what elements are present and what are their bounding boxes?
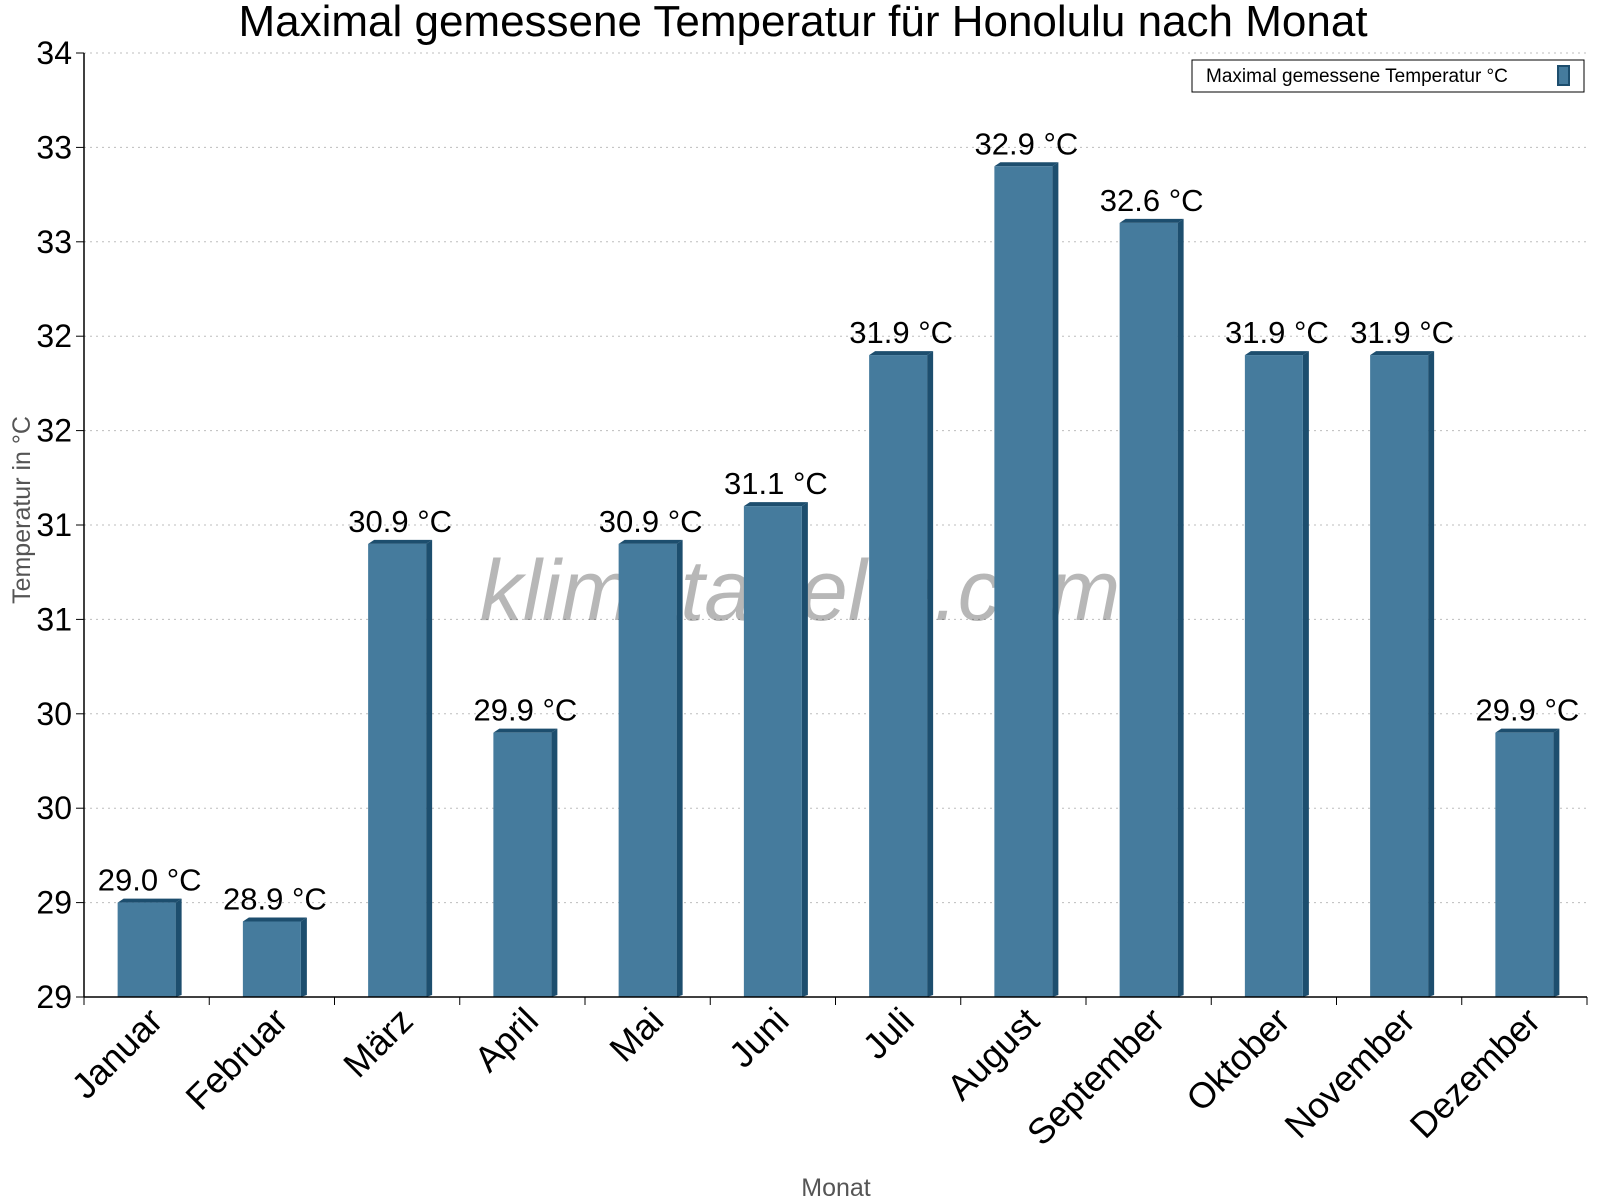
bar [1119,218,1184,998]
x-tick-label: Oktober [1178,1000,1298,1120]
legend-label: Maximal gemessene Temperatur °C [1206,66,1508,87]
y-tick-label: 29 [36,885,72,921]
bar-side [300,917,307,997]
bar-top [618,539,683,544]
x-tick-label: Mai [601,1000,671,1070]
x-tick-label: Juli [855,1000,922,1067]
bar-face [743,506,802,997]
bar-side [676,539,683,997]
bar [1495,728,1560,997]
x-tick-label: November [1276,1000,1422,1146]
legend-swatch [1557,65,1570,86]
bar-side [426,539,433,997]
value-label: 29.9 °C [474,693,578,728]
bar-side [801,502,808,997]
bar-face [368,543,427,997]
y-tick-label: 31 [36,601,72,637]
y-tick-label: 30 [36,696,72,732]
value-label: 30.9 °C [599,504,703,539]
value-labels: 29.0 °C 28.9 °C 30.9 °C 29.9 °C 30.9 °C 31.1 … [98,126,1579,916]
chart-title: Maximal gemessene Temperatur für Honolul… [238,0,1367,46]
x-tick-label: Februar [177,1000,295,1118]
bar-side [1302,351,1309,998]
x-axis-title: Monat [801,1174,871,1200]
bar-face [493,732,552,997]
bar-face [1119,222,1178,998]
bar-top [117,898,182,903]
x-tick-label: Januar [63,1000,170,1107]
bar [368,539,433,997]
value-label: 32.6 °C [1100,183,1204,218]
bar [994,162,1059,997]
bar-top [493,728,558,733]
bar-side [927,351,934,998]
bar [743,502,808,997]
bar-side [1177,218,1184,998]
bar-top [242,917,307,922]
value-label: 32.9 °C [975,126,1079,161]
y-tick-label: 33 [36,129,72,165]
value-label: 29.0 °C [98,863,202,898]
bar-top [1495,728,1560,733]
bar-face [242,921,301,997]
x-tick-label: Dezember [1402,1000,1548,1146]
legend-box [1191,59,1585,93]
x-tick-label: März [335,1000,421,1086]
y-tick-label: 29 [36,979,72,1015]
y-tick-labels: 29 29 30 30 31 31 32 32 33 33 34 [36,35,72,1015]
bar-side [175,898,182,997]
bar-top [869,351,934,356]
bar [1244,351,1309,998]
bar-top [1119,218,1184,223]
x-tick-label: April [466,1000,546,1080]
bar-top [1244,351,1309,356]
bar-top [743,502,808,507]
y-tick-label: 32 [36,413,72,449]
bar [869,351,934,998]
x-tick-labels: Januar Februar März April Mai Juni Juli AugustS… [63,1000,1548,1154]
legend: Maximal gemessene Temperatur °C [1191,59,1585,93]
bar-face [117,902,176,997]
y-tick-label: 30 [36,790,72,826]
bar [493,728,558,997]
bar-side [1052,162,1059,997]
value-label: 31.9 °C [1350,315,1454,350]
bar-top [1370,351,1435,356]
bar-face [994,166,1053,997]
grid-lines [84,52,1587,998]
value-label: 31.1 °C [724,466,828,501]
bar-top [994,162,1059,167]
bars [117,162,1560,998]
bar [1370,351,1435,998]
bar-face [1495,732,1554,997]
bar-side [1553,728,1560,997]
x-tick-label: September [1019,1000,1173,1154]
x-tick-label: August [939,1000,1047,1108]
value-label: 30.9 °C [348,504,452,539]
bar [242,917,307,997]
value-label: 28.9 °C [223,881,327,916]
bar-face [1244,355,1303,998]
axes [76,52,1588,1005]
bar-side [1428,351,1435,998]
y-tick-label: 34 [36,35,72,71]
value-label: 29.9 °C [1476,693,1580,728]
x-tick-label: Juni [721,1000,797,1076]
value-label: 31.9 °C [849,315,953,350]
y-axis-title: Temperatur in °C [8,416,36,604]
value-label: 31.9 °C [1225,315,1329,350]
y-tick-label: 31 [36,507,72,543]
bar-face [1370,355,1429,998]
bar-face [869,355,928,998]
bar [117,898,182,997]
bar-face [618,543,677,997]
y-tick-label: 32 [36,318,72,354]
bar [618,539,683,997]
y-tick-label: 33 [36,224,72,260]
bar-top [368,539,433,544]
bar-side [551,728,558,997]
